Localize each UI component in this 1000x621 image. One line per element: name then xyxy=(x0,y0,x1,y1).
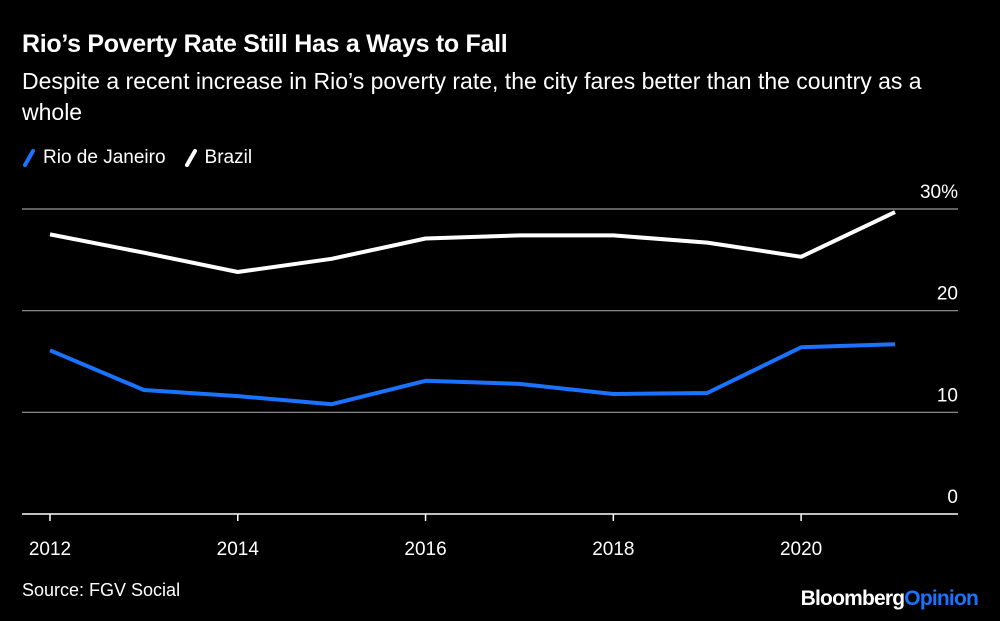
y-tick-label-20: 20 xyxy=(937,284,958,305)
chart-title: Rio’s Poverty Rate Still Has a Ways to F… xyxy=(22,30,508,58)
x-tick-label-2016: 2016 xyxy=(404,539,446,560)
x-tick-label-2012: 2012 xyxy=(29,539,71,560)
legend-swatch-rio-icon xyxy=(23,149,35,167)
legend-swatch-brazil-icon xyxy=(184,149,197,167)
x-tick-label-2014: 2014 xyxy=(217,539,260,560)
brand-logo: BloombergOpinion xyxy=(800,587,979,611)
x-tick-label-2020: 2020 xyxy=(780,539,822,560)
legend-label-brazil: Brazil xyxy=(204,147,253,168)
y-tick-label-30: 30% xyxy=(920,182,958,203)
series-line-rio-de-janeiro xyxy=(49,342,896,407)
y-tick-label-0: 0 xyxy=(947,487,958,508)
source-note: Source: FGV Social xyxy=(22,580,181,600)
brand-part-opinion: Opinion xyxy=(904,587,979,610)
chart-subtitle: Despite a recent increase in Rio’s pover… xyxy=(22,68,922,125)
y-tick-label-10: 10 xyxy=(937,385,958,406)
legend-item-rio: Rio de Janeiro xyxy=(22,147,166,169)
legend: Rio de Janeiro Brazil xyxy=(22,146,270,170)
x-tick-label-2018: 2018 xyxy=(592,539,634,560)
legend-item-brazil: Brazil xyxy=(184,147,253,169)
series-line-brazil xyxy=(49,210,896,274)
brand-part-bloomberg: Bloomberg xyxy=(800,587,905,610)
legend-label-rio: Rio de Janeiro xyxy=(43,147,166,168)
